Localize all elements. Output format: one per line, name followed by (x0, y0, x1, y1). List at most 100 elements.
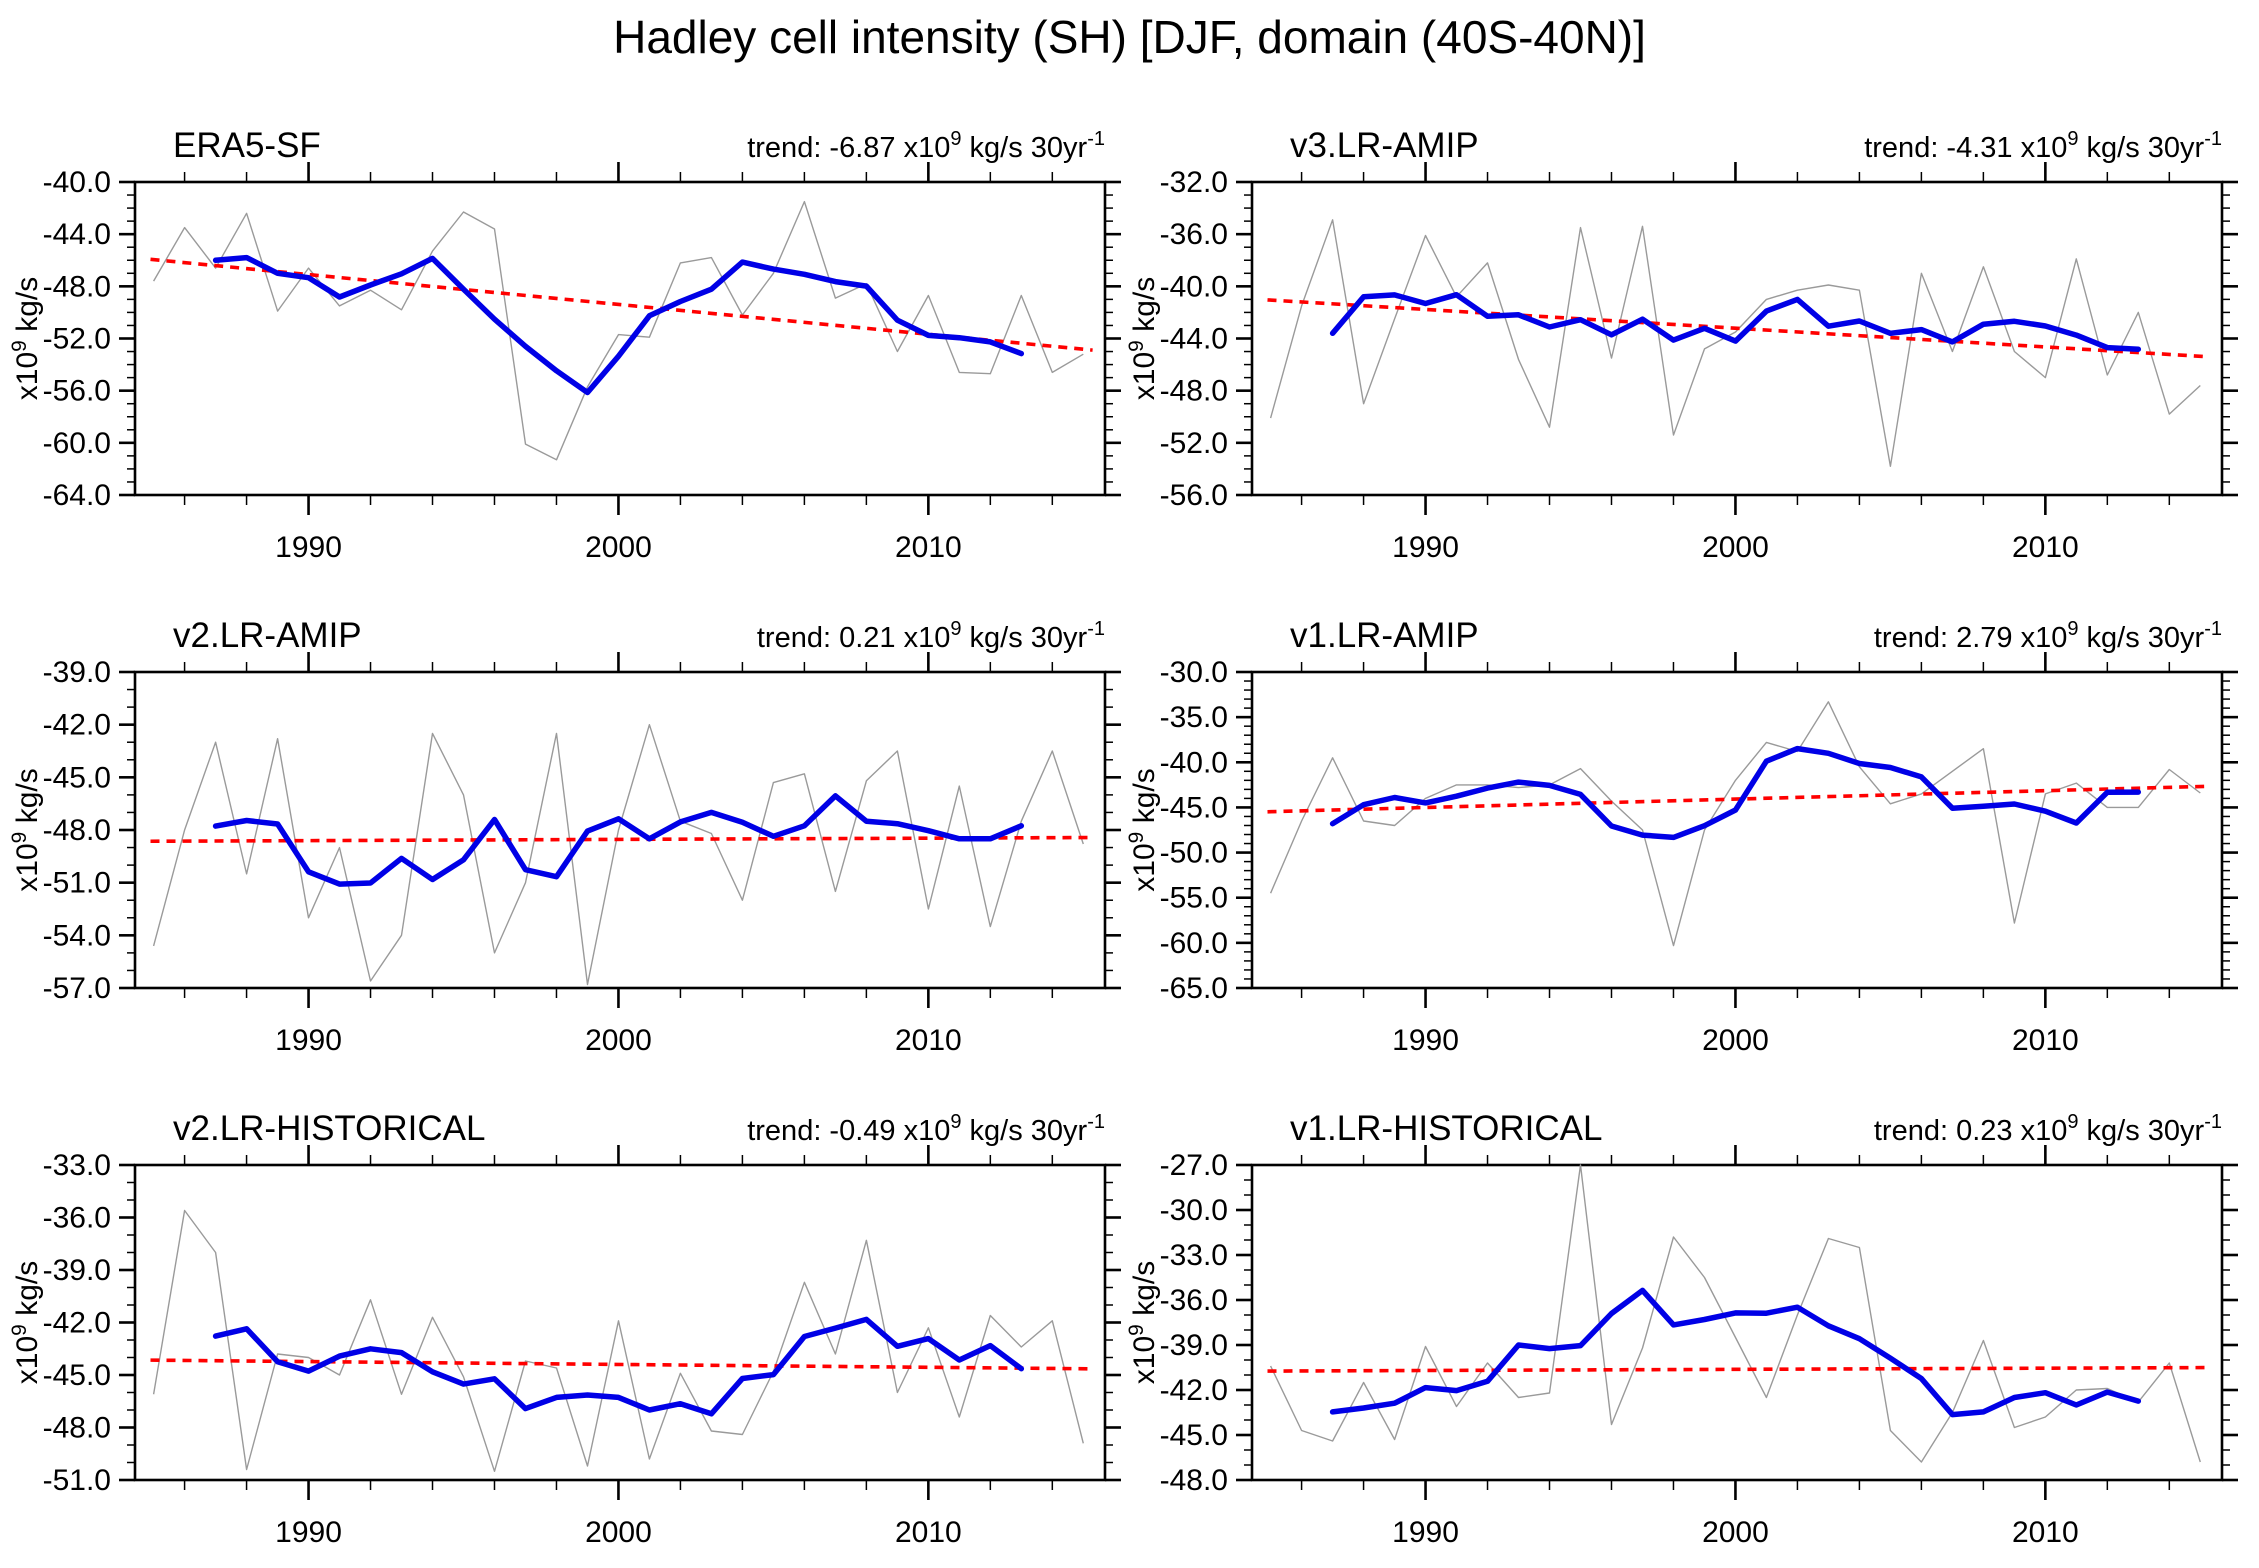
axis-ticks (119, 162, 1121, 515)
trend-label: trend: 0.23 x109 kg/s 30yr-1 (1874, 1111, 2222, 1147)
y-tick-label: -42.0 (1160, 1374, 1228, 1407)
y-tick-label: -56.0 (43, 375, 111, 408)
annual-series-line (152, 1209, 1084, 1473)
y-tick-label: -48.0 (43, 814, 111, 847)
plot-frame (1250, 670, 2224, 990)
y-tick-label: -32.0 (1160, 166, 1228, 199)
x-tick-label: 1990 (1392, 1024, 1459, 1057)
smoothed-series-line (1329, 1287, 2142, 1418)
y-tick-label: -60.0 (43, 427, 111, 460)
y-tick-label: -42.0 (43, 1307, 111, 1340)
trend-line (1267, 784, 2210, 814)
y-tick-label: -52.0 (43, 323, 111, 356)
y-tick-label: -50.0 (1160, 837, 1228, 870)
y-tick-label: -39.0 (43, 656, 111, 689)
trend-line (1267, 298, 2210, 359)
y-tick-label: -54.0 (43, 919, 111, 952)
trend-label: trend: 0.21 x109 kg/s 30yr-1 (757, 618, 1105, 654)
panel-v2-lr-amip: -39.0 -42.0 -45.0 -48.0 -51.0 -54.0 -57.0 1990 2… (8, 616, 1121, 1057)
y-tick-label: -39.0 (43, 1254, 111, 1287)
x-tick-label: 2000 (585, 531, 652, 564)
y-tick-label: -60.0 (1160, 927, 1228, 960)
y-tick-label: -48.0 (1160, 375, 1228, 408)
plot-frame (1250, 1163, 2224, 1482)
panel-title: v1.LR-HISTORICAL (1290, 1109, 1603, 1148)
x-tick-label: 2010 (2012, 1516, 2079, 1549)
annual-series-line (152, 200, 1084, 461)
trend-label: trend: -6.87 x109 kg/s 30yr-1 (747, 128, 1105, 164)
axis-ticks (119, 652, 1121, 1008)
y-tick-label: -64.0 (43, 479, 111, 512)
x-tick-label: 1990 (1392, 531, 1459, 564)
y-tick-label: -44.0 (1160, 323, 1228, 356)
y-tick-label: -48.0 (43, 1412, 111, 1445)
y-tick-label: -55.0 (1160, 882, 1228, 915)
y-tick-label: -39.0 (1160, 1329, 1228, 1362)
y-tick-label: -51.0 (43, 1464, 111, 1497)
x-tick-label: 2000 (1702, 531, 1769, 564)
smoothed-series-line (212, 1316, 1025, 1417)
y-tick-label: -51.0 (43, 867, 111, 900)
trend-line (1267, 1365, 2210, 1373)
smoothed-series-line (212, 793, 1025, 887)
y-axis-unit-label: x109 kg/s (8, 277, 44, 400)
y-tick-label: -48.0 (43, 270, 111, 303)
axis-ticks (1236, 652, 2238, 1008)
panel-v1-lr-historical: -27.0 -30.0 -33.0 -36.0 -39.0 -42.0 -45.0 -48.0… (1125, 1109, 2238, 1549)
y-tick-label: -33.0 (43, 1149, 111, 1182)
panel-v1-lr-amip: -30.0 -35.0 -40.0 -45.0 -50.0 -55.0 -60.0 -65.0… (1125, 616, 2238, 1057)
trend-line (150, 835, 1093, 844)
panel-title: v1.LR-AMIP (1290, 616, 1479, 655)
smoothed-series-line (1329, 745, 2142, 841)
trend-line (150, 1358, 1093, 1371)
y-axis-unit-label: x109 kg/s (8, 1261, 44, 1384)
x-tick-label: 1990 (275, 1516, 342, 1549)
y-tick-label: -30.0 (1160, 1194, 1228, 1227)
annual-series-line (1269, 701, 2201, 947)
x-tick-label: 2010 (895, 531, 962, 564)
panel-era5-sf: -40.0 -44.0 -48.0 -52.0 -56.0 -60.0 -64.0 1990 2… (8, 126, 1121, 564)
panel-v3-lr-amip: -32.0 -36.0 -40.0 -44.0 -48.0 -52.0 -56.0 1990 2… (1125, 126, 2238, 564)
x-tick-label: 2000 (585, 1024, 652, 1057)
axis-ticks (1236, 162, 2238, 515)
y-tick-label: -40.0 (1160, 270, 1228, 303)
figure-title: Hadley cell intensity (SH) [DJF, domain … (613, 11, 1646, 63)
x-tick-label: 2010 (895, 1024, 962, 1057)
y-tick-label: -52.0 (1160, 427, 1228, 460)
panel-title: v2.LR-AMIP (173, 616, 362, 655)
y-tick-label: -33.0 (1160, 1239, 1228, 1272)
y-tick-label: -35.0 (1160, 701, 1228, 734)
y-tick-label: -45.0 (1160, 1419, 1228, 1452)
trend-label: trend: -4.31 x109 kg/s 30yr-1 (1864, 128, 2222, 164)
x-tick-label: 2010 (2012, 531, 2079, 564)
plot-frame (133, 1163, 1107, 1482)
x-tick-label: 2010 (2012, 1024, 2079, 1057)
x-tick-label: 2010 (895, 1516, 962, 1549)
x-tick-label: 1990 (275, 1024, 342, 1057)
y-tick-label: -57.0 (43, 972, 111, 1005)
y-axis-unit-label: x109 kg/s (1125, 1261, 1161, 1384)
axis-ticks (119, 1145, 1121, 1500)
y-tick-label: -44.0 (43, 218, 111, 251)
annual-series-line (1269, 219, 2201, 467)
annual-series-line (152, 724, 1084, 986)
x-tick-label: 2000 (585, 1516, 652, 1549)
x-tick-label: 2000 (1702, 1516, 1769, 1549)
trend-label: trend: 2.79 x109 kg/s 30yr-1 (1874, 618, 2222, 654)
y-tick-label: -45.0 (1160, 791, 1228, 824)
y-tick-label: -27.0 (1160, 1149, 1228, 1182)
panel-title: v3.LR-AMIP (1290, 126, 1479, 165)
y-axis-unit-label: x109 kg/s (1125, 277, 1161, 400)
y-tick-label: -56.0 (1160, 479, 1228, 512)
panel-title: v2.LR-HISTORICAL (173, 1109, 486, 1148)
panel-title: ERA5-SF (173, 126, 321, 165)
y-tick-label: -45.0 (43, 761, 111, 794)
annual-series-line (1269, 1164, 2201, 1463)
y-tick-label: -45.0 (43, 1359, 111, 1392)
trend-label: trend: -0.49 x109 kg/s 30yr-1 (747, 1111, 1105, 1147)
x-tick-label: 1990 (1392, 1516, 1459, 1549)
axis-ticks (1236, 1145, 2238, 1500)
x-tick-label: 1990 (275, 531, 342, 564)
